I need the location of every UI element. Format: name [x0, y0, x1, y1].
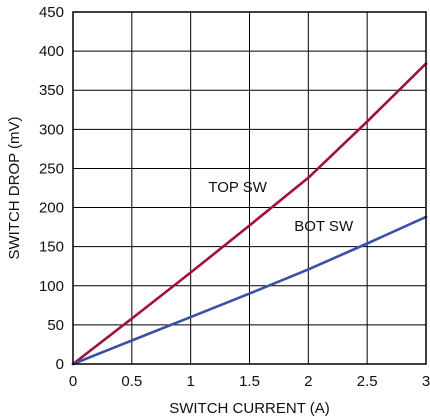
- x-tick-label: 2.5: [357, 373, 378, 390]
- x-tick-label: 2: [304, 373, 312, 390]
- plot-frame: [72, 11, 427, 365]
- y-tick-label: 300: [39, 121, 64, 138]
- x-tick-labels: 0 0.5 1 1.5 2 2.5 3: [69, 373, 430, 390]
- y-tick-label: 150: [39, 239, 64, 256]
- x-tick-label: 0.5: [121, 373, 142, 390]
- x-tick-label: 1.5: [239, 373, 260, 390]
- series-line: [71, 215, 428, 366]
- grid-lines: [73, 12, 426, 364]
- series-label: TOP SW: [208, 179, 267, 196]
- y-tick-labels: 0 50 100 150 200 250 300 350 400 450: [39, 4, 64, 373]
- y-tick-label: 250: [39, 160, 64, 177]
- y-tick-label: 200: [39, 200, 64, 217]
- x-axis-title: SWITCH CURRENT (A): [169, 400, 330, 417]
- series-line: [71, 62, 428, 366]
- series-label: BOT SW: [294, 218, 354, 235]
- y-axis-title: SWITCH DROP (mV): [6, 116, 23, 259]
- y-tick-label: 50: [47, 317, 64, 334]
- x-tick-label: 1: [186, 373, 194, 390]
- y-tick-label: 400: [39, 43, 64, 60]
- series-annotations: TOP SW BOT SW: [208, 179, 354, 235]
- y-tick-label: 350: [39, 82, 64, 99]
- x-tick-label: 0: [69, 373, 77, 390]
- y-tick-label: 0: [56, 356, 64, 373]
- y-tick-label: 100: [39, 278, 64, 295]
- x-tick-label: 3: [422, 373, 430, 390]
- y-tick-label: 450: [39, 4, 64, 21]
- series-lines: [71, 62, 428, 366]
